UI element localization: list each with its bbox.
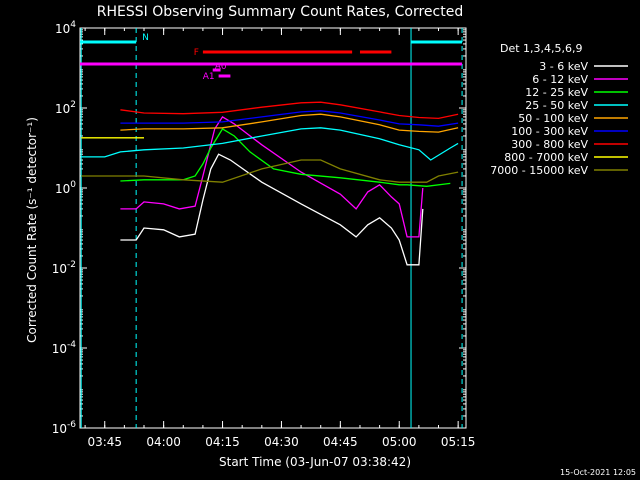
legend-label: 12 - 25 keV [525,86,588,99]
legend-label: 300 - 800 keV [511,138,588,151]
y-tick-label: 10-6 [52,420,77,436]
legend-label: 800 - 7000 keV [504,151,588,164]
x-tick-label: 05:15 [441,435,476,449]
plot-frame [79,27,467,429]
y-tick-label: 102 [55,100,76,116]
x-tick-label: 05:00 [382,435,417,449]
legend-label: 7000 - 15000 keV [490,164,588,177]
plot-area: 10-6 10-4 10-2 100 102 104 03:45 04:00 04:15 04:3… [52,20,476,449]
series-line [120,153,424,266]
flag-label: A0 [215,62,227,72]
footer-date: 15-Oct-2021 12:05 [560,468,636,477]
legend-label: 50 - 100 keV [518,112,588,125]
y-tick-label: 100 [55,180,76,196]
x-axis-label: Start Time (03-Jun-07 03:38:42) [219,455,411,469]
x-tick-label: 03:45 [87,435,122,449]
legend-label: 100 - 300 keV [511,125,588,138]
y-tick-label: 10-2 [52,260,76,276]
series-line [120,110,459,127]
legend-label: 6 - 12 keV [532,73,588,86]
legend-label: 3 - 6 keV [539,60,588,73]
series-line [120,128,451,187]
x-tick-label: 04:00 [146,435,181,449]
chart-title: RHESSI Observing Summary Count Rates, Co… [97,4,463,20]
series-line [120,101,459,120]
series-line [81,127,459,161]
flag-label: A1 [203,72,215,82]
legend-label: 25 - 50 keV [525,99,588,112]
flag-label: F [194,48,199,58]
y-tick-label: 104 [55,20,76,36]
y-axis-label: Corrected Count Rate (s⁻¹ detector⁻¹) [25,117,39,343]
x-tick-label: 04:30 [264,435,299,449]
series-line [120,116,424,238]
x-tick-label: 04:15 [205,435,240,449]
legend-title: Det 1,3,4,5,6,9 [500,42,583,55]
series-line [81,159,459,183]
series-line [120,113,459,133]
x-tick-label: 04:45 [323,435,358,449]
y-tick-label: 10-4 [52,340,77,356]
flag-label: N [142,33,149,43]
